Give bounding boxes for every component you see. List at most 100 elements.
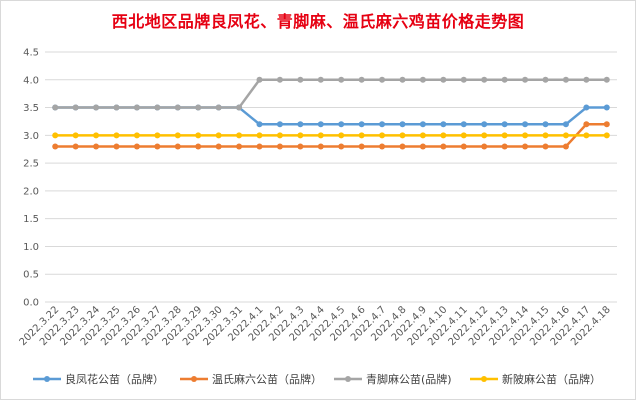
data-point bbox=[215, 132, 222, 139]
data-point bbox=[399, 121, 406, 128]
data-point bbox=[379, 76, 386, 83]
data-point bbox=[542, 143, 549, 150]
data-point bbox=[256, 143, 263, 150]
y-tick-label: 2.0 bbox=[23, 186, 39, 197]
data-point bbox=[174, 143, 181, 150]
data-point bbox=[501, 76, 508, 83]
y-tick-label: 0.0 bbox=[23, 298, 39, 309]
data-point bbox=[522, 143, 529, 150]
legend-marker bbox=[191, 376, 197, 382]
chart-title: 西北地区品牌良凤花、青脚麻、温氏麻六鸡苗价格走势图 bbox=[111, 12, 525, 31]
data-point bbox=[358, 121, 365, 128]
data-point bbox=[481, 132, 488, 139]
data-point bbox=[338, 121, 345, 128]
data-point bbox=[256, 121, 263, 128]
data-point bbox=[440, 76, 447, 83]
data-point bbox=[133, 132, 140, 139]
data-point bbox=[236, 132, 243, 139]
series-line bbox=[55, 78, 607, 109]
data-point bbox=[297, 132, 304, 139]
data-point bbox=[317, 121, 324, 128]
data-point bbox=[542, 121, 549, 128]
y-tick-label: 1.0 bbox=[23, 242, 39, 253]
data-point bbox=[297, 143, 304, 150]
data-point bbox=[419, 121, 426, 128]
data-point bbox=[72, 104, 79, 111]
data-point bbox=[72, 132, 79, 139]
data-point bbox=[460, 143, 467, 150]
data-point bbox=[256, 132, 263, 139]
data-point bbox=[481, 143, 488, 150]
data-point bbox=[399, 143, 406, 150]
legend-marker bbox=[44, 376, 50, 382]
y-tick-label: 0.5 bbox=[23, 270, 39, 281]
data-point bbox=[297, 121, 304, 128]
data-point bbox=[583, 76, 590, 83]
data-point bbox=[603, 104, 610, 111]
data-point bbox=[154, 132, 161, 139]
data-point bbox=[276, 121, 283, 128]
data-point bbox=[562, 132, 569, 139]
data-point bbox=[276, 143, 283, 150]
legend-label: 青脚麻公苗(品牌) bbox=[366, 372, 452, 386]
series-line bbox=[55, 122, 607, 148]
data-point bbox=[440, 121, 447, 128]
y-tick-label: 1.5 bbox=[23, 214, 39, 225]
data-point bbox=[195, 132, 202, 139]
data-point bbox=[195, 143, 202, 150]
data-point bbox=[379, 121, 386, 128]
y-tick-label: 3.5 bbox=[23, 103, 39, 114]
data-point bbox=[522, 121, 529, 128]
data-point bbox=[481, 121, 488, 128]
data-point bbox=[481, 76, 488, 83]
data-point bbox=[399, 76, 406, 83]
data-point bbox=[522, 76, 529, 83]
data-point bbox=[52, 132, 59, 139]
data-point bbox=[603, 132, 610, 139]
y-tick-label: 3.0 bbox=[23, 131, 39, 142]
legend-label: 温氏麻六公苗（品牌） bbox=[212, 372, 322, 386]
data-point bbox=[133, 143, 140, 150]
data-point bbox=[215, 104, 222, 111]
data-point bbox=[542, 132, 549, 139]
data-point bbox=[501, 121, 508, 128]
data-point bbox=[338, 143, 345, 150]
data-point bbox=[440, 132, 447, 139]
data-point bbox=[419, 76, 426, 83]
data-point bbox=[195, 104, 202, 111]
legend-marker bbox=[345, 376, 351, 382]
data-point bbox=[236, 143, 243, 150]
y-tick-label: 2.5 bbox=[23, 159, 39, 170]
data-point bbox=[338, 76, 345, 83]
data-point bbox=[379, 132, 386, 139]
data-point bbox=[113, 132, 120, 139]
data-point bbox=[113, 104, 120, 111]
data-point bbox=[93, 143, 100, 150]
data-point bbox=[583, 132, 590, 139]
data-point bbox=[276, 132, 283, 139]
data-point bbox=[72, 143, 79, 150]
data-point bbox=[583, 121, 590, 128]
data-point bbox=[276, 76, 283, 83]
data-point bbox=[154, 104, 161, 111]
data-point bbox=[215, 143, 222, 150]
data-point bbox=[501, 132, 508, 139]
data-point bbox=[154, 143, 161, 150]
data-point bbox=[379, 143, 386, 150]
data-point bbox=[52, 104, 59, 111]
data-point bbox=[236, 104, 243, 111]
data-point bbox=[501, 143, 508, 150]
data-point bbox=[317, 76, 324, 83]
data-point bbox=[460, 121, 467, 128]
data-point bbox=[358, 132, 365, 139]
data-point bbox=[399, 132, 406, 139]
data-point bbox=[93, 132, 100, 139]
data-point bbox=[460, 76, 467, 83]
data-point bbox=[174, 132, 181, 139]
data-point bbox=[317, 132, 324, 139]
data-point bbox=[440, 143, 447, 150]
data-point bbox=[93, 104, 100, 111]
data-point bbox=[338, 132, 345, 139]
